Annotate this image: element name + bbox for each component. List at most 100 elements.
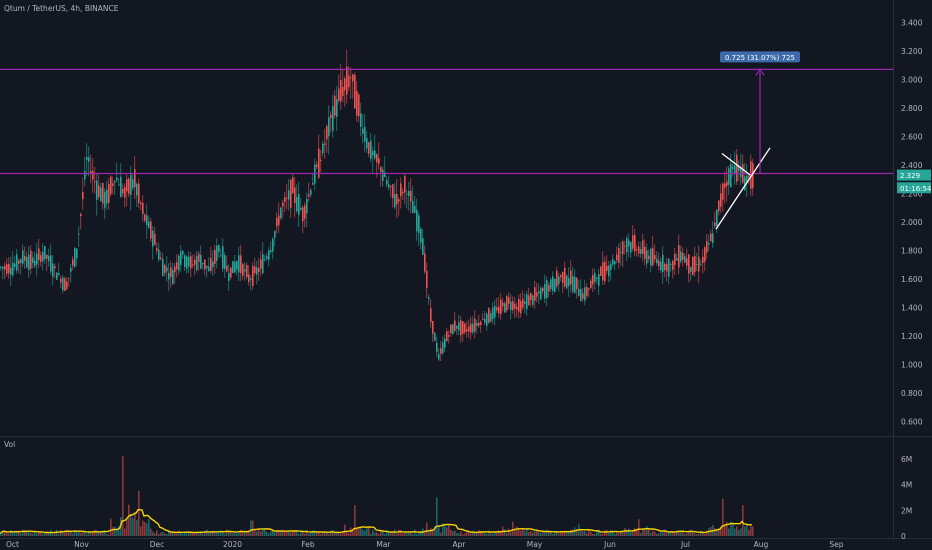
volume-bar — [406, 532, 408, 536]
volume-bar — [228, 530, 230, 536]
volume-bar — [486, 533, 488, 536]
candle — [380, 167, 382, 173]
volume-bar — [572, 529, 574, 536]
volume-bar — [736, 526, 738, 536]
volume-bar — [748, 530, 750, 536]
candle — [218, 244, 220, 253]
volume-bar — [146, 523, 148, 536]
candle — [46, 255, 48, 259]
volume-bar — [278, 530, 280, 536]
volume-bar — [106, 533, 108, 536]
volume-bar — [450, 529, 452, 536]
candle — [230, 267, 232, 278]
candle — [660, 261, 662, 271]
volume-bar — [620, 530, 622, 536]
candle — [580, 289, 582, 302]
volume-bar — [678, 530, 680, 536]
candle — [698, 256, 700, 272]
volume-tick-label: 6M — [901, 455, 912, 464]
candle — [176, 262, 178, 270]
candle — [560, 275, 562, 278]
volume-bar — [104, 530, 106, 536]
candle — [662, 254, 664, 273]
candle — [228, 273, 230, 281]
last-price-tag — [897, 169, 931, 181]
volume-bar — [526, 528, 528, 536]
candle — [26, 257, 28, 268]
candle — [556, 270, 558, 287]
triangle-lower-line — [715, 147, 771, 230]
candle — [496, 307, 498, 311]
candle — [104, 191, 106, 208]
candle — [442, 342, 444, 354]
volume-bar — [426, 522, 428, 536]
candle — [44, 245, 46, 260]
volume-bar — [610, 530, 612, 536]
candles — [0, 49, 754, 362]
volume-bar — [166, 534, 168, 536]
volume-bar — [238, 532, 240, 536]
candle — [154, 233, 156, 245]
candle — [464, 323, 466, 333]
volume-bar — [74, 529, 76, 536]
candle — [654, 255, 656, 260]
volume-bar — [716, 528, 718, 536]
volume-bar — [640, 533, 642, 536]
y-tick-label: 2.600 — [901, 132, 923, 141]
candle — [366, 138, 368, 149]
candle — [650, 248, 652, 266]
volume-bar — [322, 531, 324, 536]
volume-bar — [346, 530, 348, 536]
candle — [328, 117, 330, 137]
candle — [490, 313, 492, 322]
volume-bar — [638, 519, 640, 536]
volume-bar — [656, 533, 658, 536]
volume-bar — [606, 529, 608, 536]
candle — [568, 277, 570, 286]
candle — [716, 209, 718, 227]
volume-bar — [396, 533, 398, 536]
volume-bar — [564, 531, 566, 536]
candle — [744, 176, 746, 191]
volume-bar — [302, 531, 304, 536]
candle — [270, 250, 272, 252]
volume-bar — [442, 523, 444, 536]
candle — [736, 154, 738, 182]
candle — [42, 251, 44, 262]
candle — [186, 256, 188, 269]
volume-bar — [248, 531, 250, 536]
candle — [602, 262, 604, 281]
volume-bar — [666, 532, 668, 536]
volume-bar — [194, 532, 196, 536]
volume-bar — [646, 526, 648, 536]
candle — [418, 215, 420, 234]
volume-bar — [474, 532, 476, 536]
volume-bar — [320, 534, 322, 536]
candle — [342, 86, 344, 97]
volume-bar — [174, 532, 176, 536]
volume-bar — [728, 528, 730, 536]
volume-bar — [48, 532, 50, 536]
volume-bar — [98, 532, 100, 536]
candle — [16, 254, 18, 271]
candle — [596, 277, 598, 279]
volume-bar — [182, 533, 184, 536]
candle — [530, 293, 532, 300]
candle — [98, 185, 100, 197]
y-tick-label: 3.400 — [901, 18, 923, 27]
candle — [606, 265, 608, 271]
candle — [396, 193, 398, 205]
volume-bar — [160, 532, 162, 536]
candle — [190, 256, 192, 269]
candle — [462, 321, 464, 334]
countdown-label: 01:16:54 — [900, 185, 932, 193]
volume-bar — [452, 530, 454, 536]
candle — [54, 266, 56, 269]
candle — [686, 258, 688, 266]
volume-bar — [78, 530, 80, 536]
candle — [618, 248, 620, 263]
x-tick-label: Jun — [603, 540, 616, 549]
volume-bar — [546, 529, 548, 536]
y-tick-label: 0.600 — [901, 418, 923, 427]
